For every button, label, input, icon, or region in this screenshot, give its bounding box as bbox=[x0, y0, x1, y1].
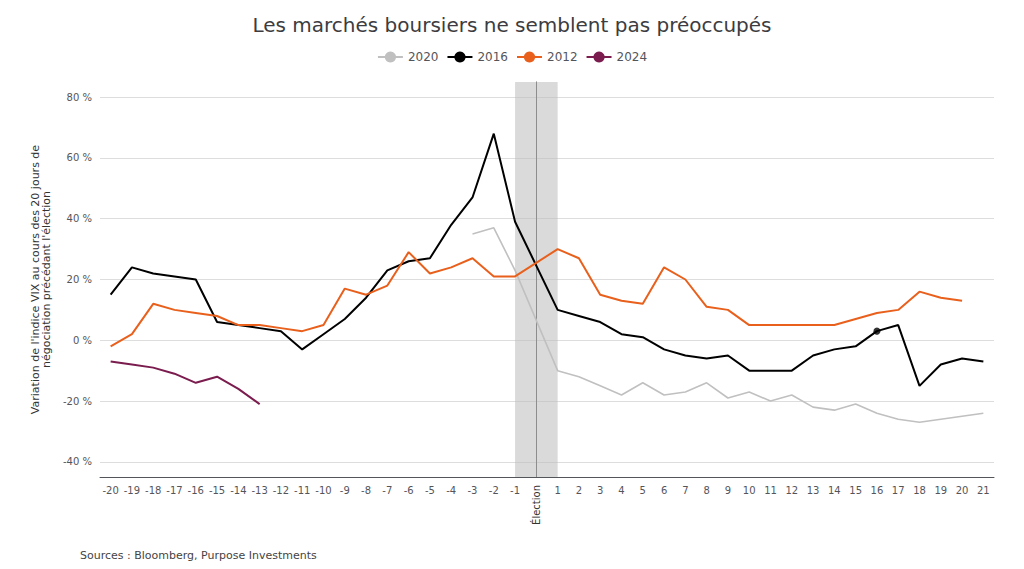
svg-text:6: 6 bbox=[661, 485, 667, 496]
svg-text:15: 15 bbox=[849, 485, 862, 496]
svg-text:-1: -1 bbox=[510, 485, 520, 496]
svg-text:Les marchés boursiers ne sembl: Les marchés boursiers ne semblent pas pr… bbox=[252, 13, 771, 37]
svg-text:8: 8 bbox=[703, 485, 709, 496]
svg-text:-20: -20 bbox=[102, 485, 118, 496]
svg-text:-15: -15 bbox=[209, 485, 225, 496]
svg-text:4: 4 bbox=[618, 485, 624, 496]
svg-text:2012: 2012 bbox=[547, 50, 578, 64]
svg-text:-12: -12 bbox=[273, 485, 289, 496]
svg-text:18: 18 bbox=[913, 485, 926, 496]
svg-text:2016: 2016 bbox=[477, 50, 508, 64]
svg-text:10: 10 bbox=[743, 485, 756, 496]
svg-text:-8: -8 bbox=[361, 485, 371, 496]
svg-text:40 %: 40 % bbox=[67, 213, 92, 224]
svg-text:11: 11 bbox=[764, 485, 777, 496]
svg-text:20 %: 20 % bbox=[67, 274, 92, 285]
svg-text:-5: -5 bbox=[425, 485, 435, 496]
svg-text:9: 9 bbox=[725, 485, 731, 496]
svg-text:-40 %: -40 % bbox=[63, 456, 92, 467]
svg-text:négociation précédant l'électi: négociation précédant l'élection bbox=[40, 191, 53, 368]
svg-text:-6: -6 bbox=[404, 485, 414, 496]
svg-text:14: 14 bbox=[828, 485, 841, 496]
svg-text:80 %: 80 % bbox=[67, 92, 92, 103]
svg-text:60 %: 60 % bbox=[67, 152, 92, 163]
svg-text:2: 2 bbox=[576, 485, 582, 496]
svg-text:Sources : Bloomberg, Purpose I: Sources : Bloomberg, Purpose Investments bbox=[80, 549, 317, 562]
svg-text:12: 12 bbox=[785, 485, 798, 496]
svg-text:-20 %: -20 % bbox=[63, 396, 92, 407]
svg-text:21: 21 bbox=[977, 485, 990, 496]
svg-text:-11: -11 bbox=[294, 485, 310, 496]
svg-text:-13: -13 bbox=[251, 485, 267, 496]
svg-text:20: 20 bbox=[956, 485, 969, 496]
svg-text:2024: 2024 bbox=[617, 50, 648, 64]
svg-text:-3: -3 bbox=[468, 485, 478, 496]
svg-text:-18: -18 bbox=[145, 485, 161, 496]
svg-text:-2: -2 bbox=[489, 485, 499, 496]
svg-text:-17: -17 bbox=[166, 485, 182, 496]
svg-text:2020: 2020 bbox=[408, 50, 439, 64]
svg-text:-4: -4 bbox=[446, 485, 456, 496]
svg-text:-7: -7 bbox=[382, 485, 392, 496]
svg-text:1: 1 bbox=[554, 485, 560, 496]
svg-text:17: 17 bbox=[892, 485, 905, 496]
svg-text:Élection: Élection bbox=[530, 485, 542, 525]
svg-text:3: 3 bbox=[597, 485, 603, 496]
svg-text:16: 16 bbox=[871, 485, 884, 496]
svg-text:-19: -19 bbox=[124, 485, 140, 496]
svg-text:-14: -14 bbox=[230, 485, 246, 496]
svg-text:-16: -16 bbox=[188, 485, 204, 496]
svg-text:13: 13 bbox=[807, 485, 820, 496]
svg-text:-10: -10 bbox=[315, 485, 331, 496]
svg-text:-9: -9 bbox=[340, 485, 350, 496]
svg-text:19: 19 bbox=[934, 485, 947, 496]
svg-text:0 %: 0 % bbox=[73, 335, 92, 346]
svg-text:5: 5 bbox=[640, 485, 646, 496]
svg-text:7: 7 bbox=[682, 485, 688, 496]
svg-text:Variation de l'indice VIX au c: Variation de l'indice VIX au cours des 2… bbox=[29, 144, 42, 415]
